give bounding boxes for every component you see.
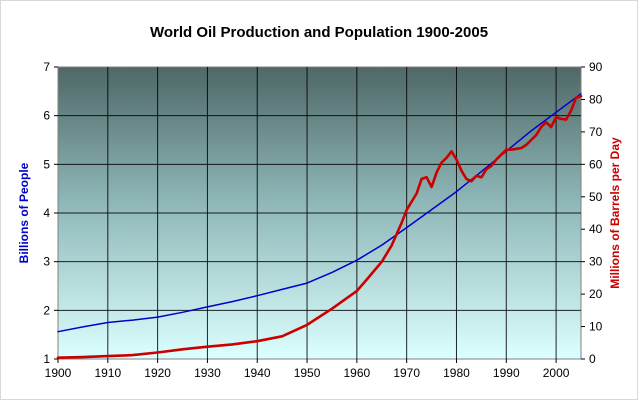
right-tick-label: 10 (589, 320, 603, 334)
right-tick-label: 0 (589, 352, 596, 366)
x-tick-label: 1950 (294, 366, 321, 380)
right-tick-label: 70 (589, 125, 603, 139)
right-axis-ticks: 0 10 20 30 40 50 60 70 80 90 (581, 60, 603, 366)
right-tick-label: 40 (589, 222, 603, 236)
series-lines (56, 93, 583, 360)
oil-production-line (56, 94, 583, 360)
right-tick-label: 30 (589, 255, 603, 269)
left-tick-label: 2 (43, 303, 50, 317)
left-tick-label: 1 (43, 352, 50, 366)
x-tick-label: 1900 (45, 366, 72, 380)
x-tick-label: 1940 (244, 366, 271, 380)
right-tick-label: 90 (589, 60, 603, 74)
y-axis-left-label: Billions of People (17, 162, 31, 263)
chart-title: World Oil Production and Population 1900… (150, 24, 488, 41)
left-axis-ticks: 1 2 3 4 5 6 7 (43, 60, 58, 366)
right-tick-label: 60 (589, 157, 603, 171)
x-tick-label: 1930 (194, 366, 221, 380)
x-tick-label: 1960 (344, 366, 371, 380)
x-tick-label: 1990 (493, 366, 520, 380)
x-tick-label: 1980 (443, 366, 470, 380)
x-tick-label: 1910 (94, 366, 121, 380)
left-tick-label: 4 (43, 206, 50, 220)
right-tick-label: 80 (589, 92, 603, 106)
x-tick-label: 1920 (144, 366, 171, 380)
left-tick-label: 3 (43, 255, 50, 269)
right-tick-label: 20 (589, 287, 603, 301)
x-tick-label: 2000 (543, 366, 570, 380)
left-tick-label: 7 (43, 60, 50, 74)
x-axis-ticks: 1900 1910 1920 1930 1940 1950 1960 1970 1980 1990… (45, 359, 570, 380)
y-axis-right-label: Millions of Barrels per Day (608, 137, 622, 289)
x-tick-label: 1970 (393, 366, 420, 380)
left-tick-label: 6 (43, 109, 50, 123)
left-tick-label: 5 (43, 157, 50, 171)
right-tick-label: 50 (589, 190, 603, 204)
